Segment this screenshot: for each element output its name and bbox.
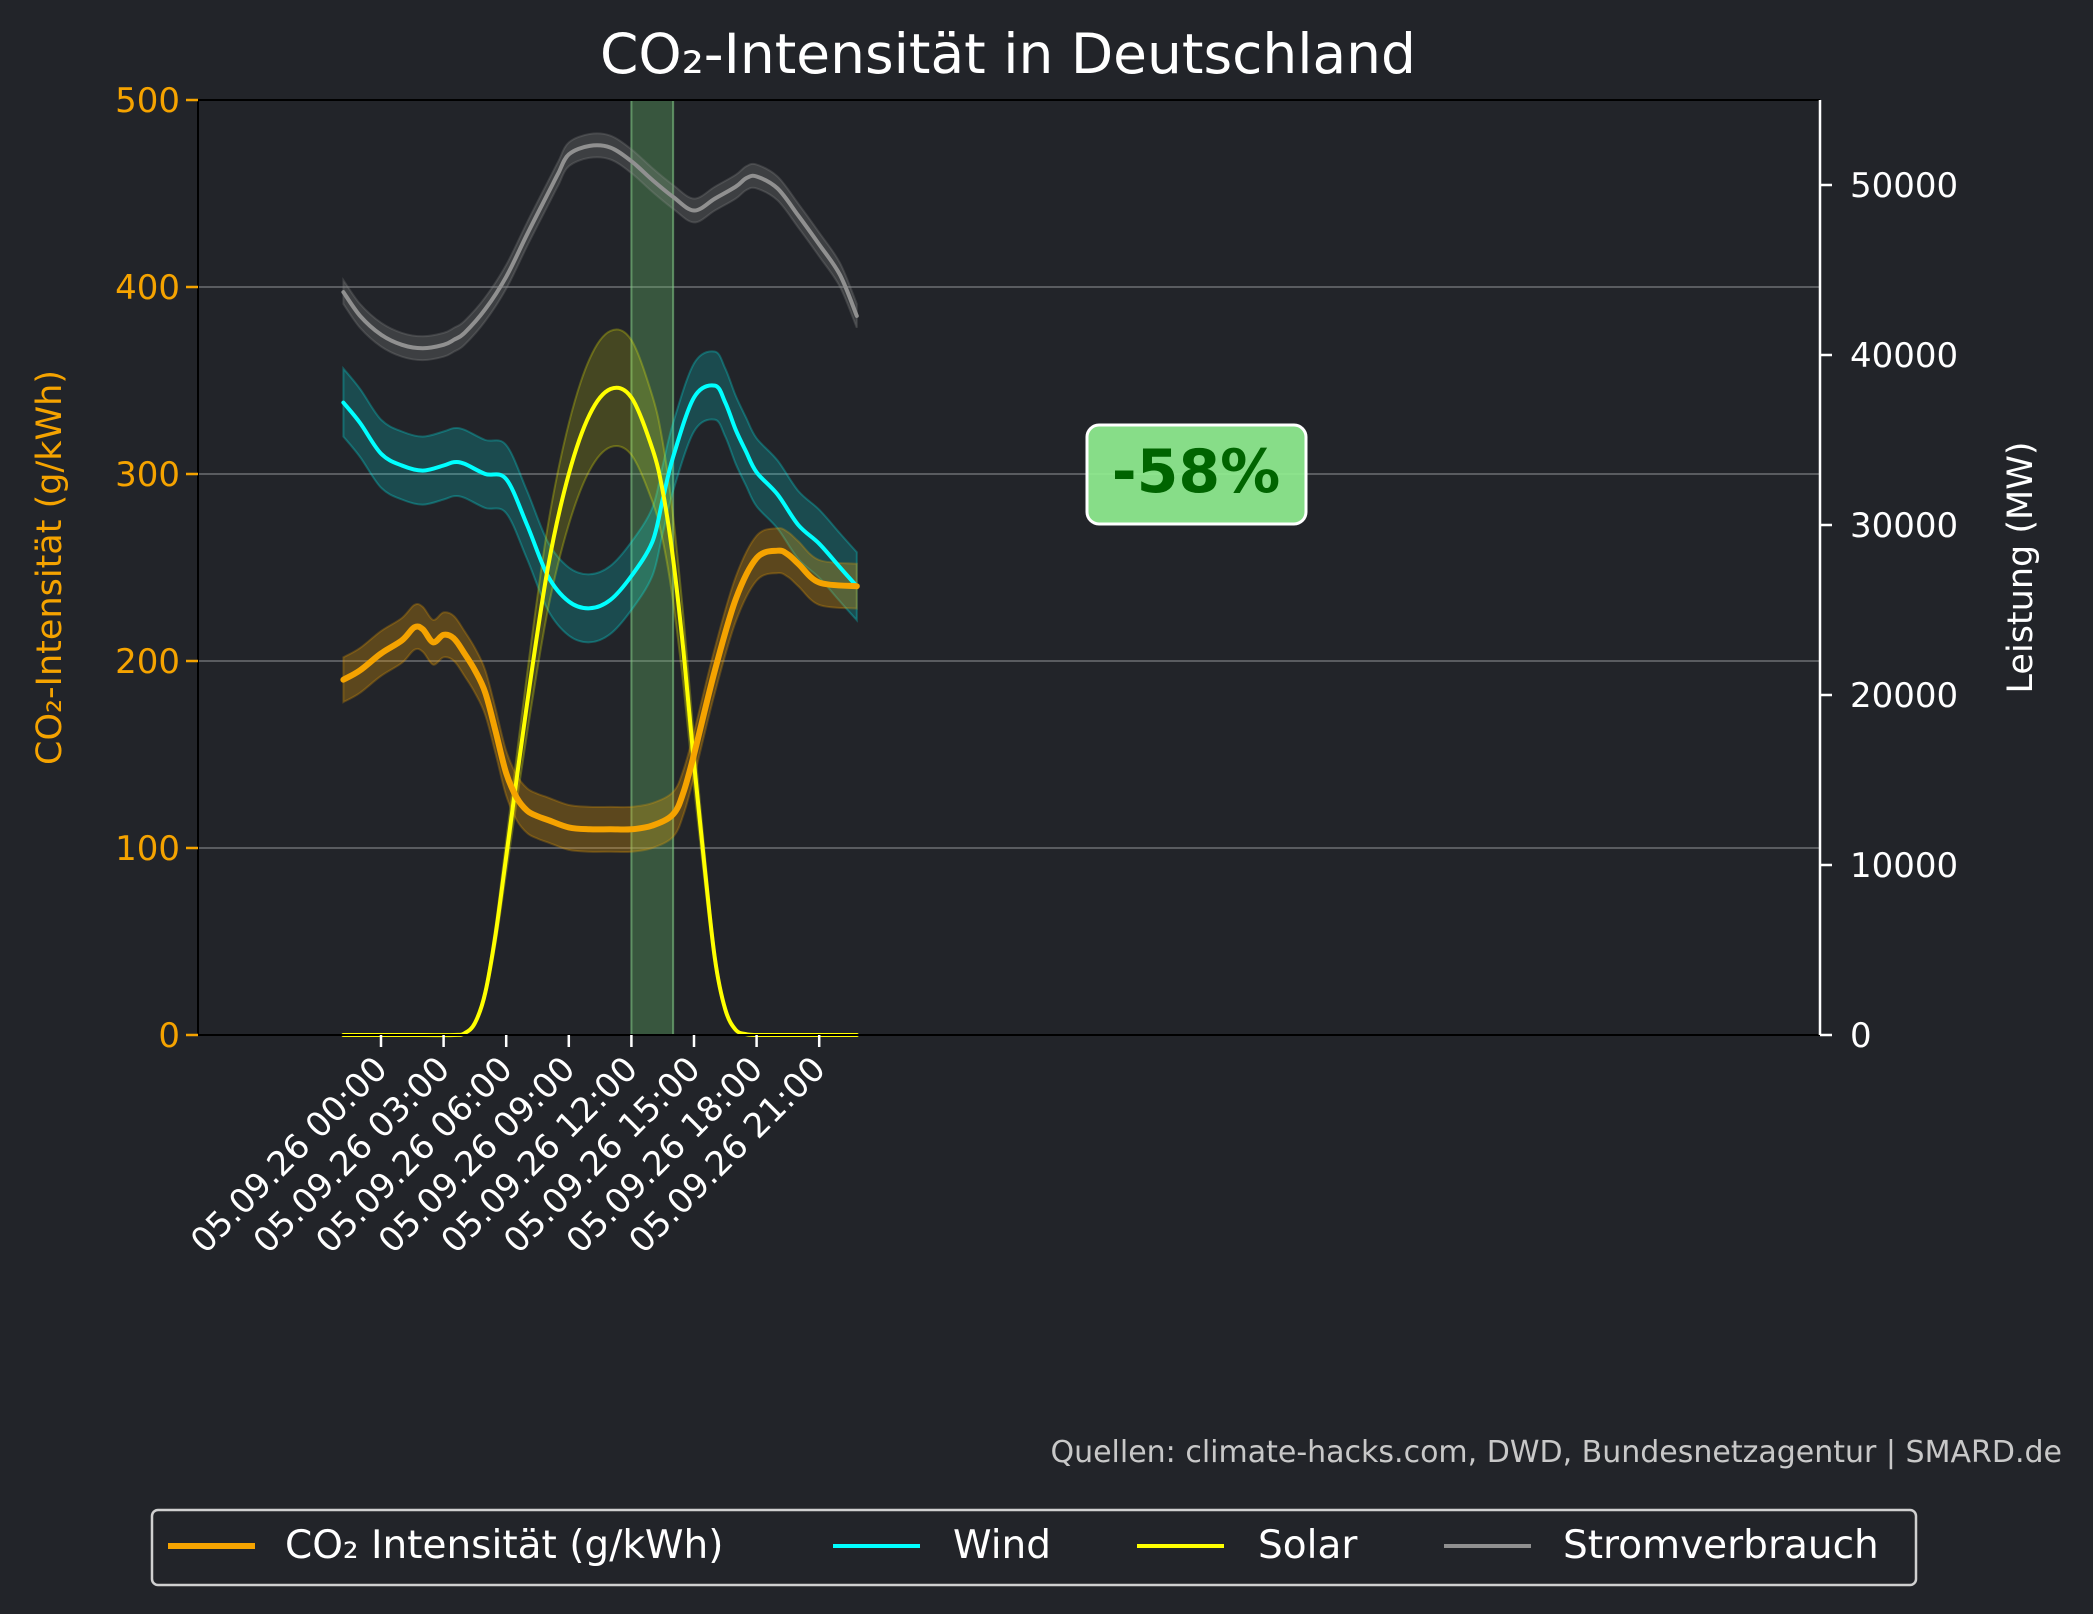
- axes: 0 100 200 300 400 500 0 10000 20000 30000 40000 500…: [30, 81, 2041, 1261]
- ytick-right-label: 30000: [1850, 506, 1958, 546]
- ytick-right-label: 50000: [1850, 166, 1958, 206]
- band-wind: [342, 350, 858, 644]
- line-co2: [340, 547, 860, 833]
- ytick-right-label: 40000: [1850, 336, 1958, 376]
- ytick-left-label: 500: [115, 81, 180, 121]
- band-co2: [342, 527, 858, 854]
- ylabel-right: Leistung (MW): [2001, 442, 2041, 694]
- chart-title: CO₂-Intensität in Deutschland: [600, 22, 1416, 86]
- ytick-left-label: 200: [115, 642, 180, 682]
- line-stromverbrauch: [341, 143, 859, 351]
- ytick-left-label: 400: [115, 268, 180, 308]
- legend: CO₂ Intensität (g/kWh) Wind Solar Stromv…: [150, 1508, 1918, 1587]
- series-lines: [340, 143, 860, 1038]
- line-wind: [341, 383, 859, 611]
- ytick-left-label: 0: [158, 1016, 180, 1056]
- band-solar: [343, 328, 857, 1037]
- ytick-right-label: 10000: [1850, 846, 1958, 886]
- band-stromverbrauch: [342, 132, 858, 362]
- legend-label-stromverbrauch: Stromverbrauch: [1563, 1523, 1879, 1568]
- source-note: Quellen: climate-hacks.com, DWD, Bundesn…: [1050, 1435, 2062, 1470]
- legend-label-co2: CO₂ Intensität (g/kWh): [285, 1523, 723, 1568]
- series-bands: [342, 132, 858, 1037]
- annotation-box: -58%: [1085, 423, 1308, 526]
- ytick-right-label: 0: [1850, 1016, 1872, 1056]
- ylabel-left: CO₂-Intensität (g/kWh): [30, 370, 70, 765]
- annotation-background: [1085, 423, 1308, 526]
- ytick-left-label: 100: [115, 829, 180, 869]
- legend-label-solar: Solar: [1258, 1523, 1358, 1568]
- legend-label-wind: Wind: [953, 1523, 1051, 1568]
- ytick-right-label: 20000: [1850, 676, 1958, 716]
- ytick-left-label: 300: [115, 455, 180, 495]
- grid: [198, 286, 1820, 849]
- line-solar: [341, 385, 859, 1038]
- annotation-label: -58%: [1112, 437, 1281, 507]
- legend-frame: [150, 1508, 1918, 1587]
